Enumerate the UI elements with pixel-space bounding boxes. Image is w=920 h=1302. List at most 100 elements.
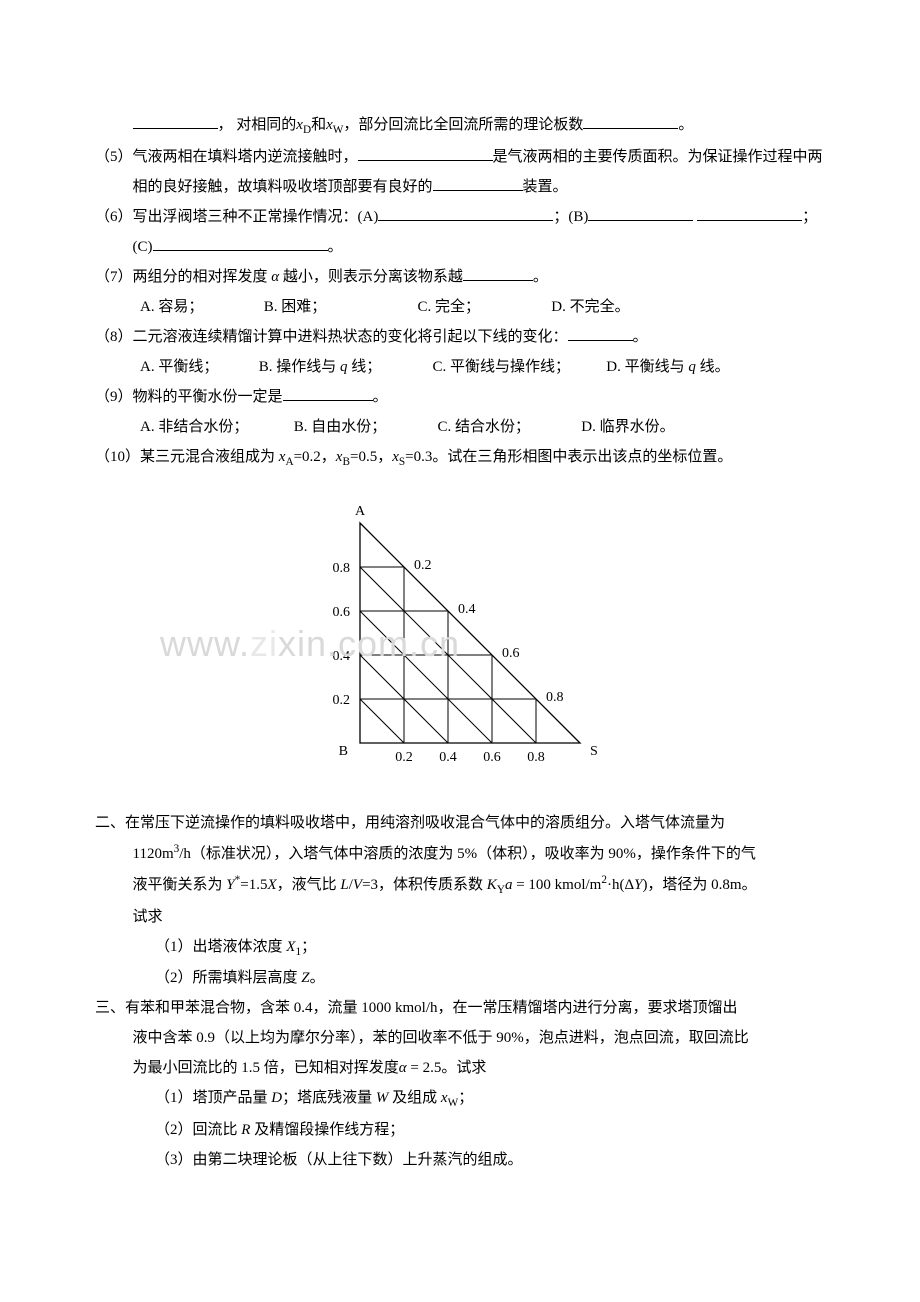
text: 。 [678, 117, 693, 133]
opt-d: D. 平衡线与 q 线。 [606, 352, 729, 382]
question-6: （6）写出浮阀塔三种不正常操作情况：(A)；(B) ；(C)。 [95, 202, 825, 262]
svg-text:0.4: 0.4 [439, 750, 457, 765]
q-num: （8） [95, 329, 133, 345]
section-3-line2: 液中含苯 0.9（以上均为摩尔分率），苯的回收率不低于 90%，泡点进料，泡点回… [95, 1023, 825, 1053]
var-q: q [688, 359, 696, 375]
var-ky: K [487, 877, 497, 893]
triangle-outline [360, 523, 580, 743]
blank [583, 112, 678, 130]
var-w: W [376, 1090, 389, 1106]
text: = 100 kmol/m [512, 877, 601, 893]
opt-d: D. 不完全。 [551, 292, 629, 322]
text: 。 [328, 239, 343, 255]
svg-text:0.2: 0.2 [414, 558, 432, 573]
opt-a: A. 容易； [140, 292, 260, 322]
text: 线。 [696, 359, 730, 375]
svg-text:0.4: 0.4 [333, 649, 351, 664]
alpha: α [271, 269, 279, 285]
text: =0.5， [350, 449, 392, 465]
opt-b: B. 操作线与 q 线； [259, 352, 429, 382]
sub: W [448, 1097, 459, 1109]
text: =0.2， [294, 449, 336, 465]
text: 1120m [133, 846, 174, 862]
var-v: V [353, 877, 362, 893]
text: 装置。 [523, 179, 568, 195]
question-10: （10）某三元混合液组成为 xA=0.2，xB=0.5，xS=0.3。试在三角形… [95, 442, 825, 474]
blank [568, 323, 633, 341]
svg-text:0.8: 0.8 [546, 690, 564, 705]
text: 有苯和甲苯混合物，含苯 0.4，流量 1000 kmol/h，在一常压精馏塔内进… [125, 1000, 738, 1016]
text: 为最小回流比的 1.5 倍，已知相对挥发度 [133, 1060, 399, 1076]
question-7-options: A. 容易； B. 困难； C. 完全； D. 不完全。 [95, 292, 825, 322]
opt-c: C. 平衡线与操作线； [433, 352, 603, 382]
text: 物料的平衡水份一定是 [133, 389, 283, 405]
text: 线； [348, 359, 382, 375]
opt-a: A. 平衡线； [140, 352, 255, 382]
svg-text:0.6: 0.6 [333, 605, 351, 620]
section-2-sub1: （1）出塔液体浓度 X1； [95, 932, 825, 964]
blank [463, 263, 533, 281]
label-s: S [590, 744, 598, 759]
text: 及精馏段操作线方程； [250, 1122, 404, 1138]
text: 在常压下逆流操作的填料吸收塔中，用纯溶剂吸收混合气体中的溶质组分。入塔气体流量为 [125, 815, 725, 831]
question-8-options: A. 平衡线； B. 操作线与 q 线； C. 平衡线与操作线； D. 平衡线与… [95, 352, 825, 382]
svg-text:0.6: 0.6 [483, 750, 501, 765]
text: ；(B) [553, 209, 588, 225]
text: 塔顶产品量 [193, 1090, 272, 1106]
triangle-svg: A B S 0.80.60.40.2 0.20.40.60.8 0.20.40.… [290, 493, 630, 783]
question-7: （7）两组分的相对挥发度 α 越小，则表示分离该物系越。 [95, 262, 825, 292]
svg-text:0.4: 0.4 [458, 602, 476, 617]
text: =1.5 [240, 877, 267, 893]
blank [697, 203, 802, 221]
blank [153, 233, 328, 251]
text: ；塔底残液量 [282, 1090, 376, 1106]
text: ； [301, 939, 316, 955]
alpha: α [399, 1060, 407, 1076]
sec-num: 三、 [95, 1000, 125, 1016]
triangle-diagram: www.zixin.com.cn A B S 0.80.60.40.2 0.20… [290, 493, 630, 783]
opt-c: C. 完全； [418, 292, 548, 322]
var-q: q [340, 359, 348, 375]
text: 。 [533, 269, 548, 285]
text: 由第二块理论板（从上往下数）上升蒸汽的组成。 [193, 1152, 523, 1168]
text: B. 操作线与 [259, 359, 340, 375]
section-3-sub3: （3）由第二块理论板（从上往下数）上升蒸汽的组成。 [95, 1145, 825, 1175]
var-y: Y [226, 877, 234, 893]
text: 及组成 [388, 1090, 441, 1106]
text: /h（标准状况），入塔气体中溶质的浓度为 5%（体积），吸收率为 90%，操作条… [179, 846, 756, 862]
sub: A [285, 456, 293, 468]
var-x: X [267, 877, 276, 893]
text: 液平衡关系为 [133, 877, 227, 893]
question-9: （9）物料的平衡水份一定是。 [95, 382, 825, 412]
q-num: （10） [95, 449, 140, 465]
question-5: （5）气液两相在填料塔内逆流接触时，是气液两相的主要传质面积。为保证操作过程中两… [95, 142, 825, 202]
text: 试在三角形相图中表示出该点的坐标位置。 [447, 449, 732, 465]
section-2: 二、在常压下逆流操作的填料吸收塔中，用纯溶剂吸收混合气体中的溶质组分。入塔气体流… [95, 808, 825, 838]
blank [378, 203, 553, 221]
section-3-sub2: （2）回流比 R 及精馏段操作线方程； [95, 1115, 825, 1145]
q-num: （7） [95, 269, 133, 285]
sub: D [303, 124, 311, 136]
text: 和 [311, 117, 326, 133]
svg-text:0.8: 0.8 [527, 750, 545, 765]
text: 液中含苯 0.9（以上均为摩尔分率），苯的回收率不低于 90%，泡点进料，泡点回… [133, 1030, 749, 1046]
q-num: （6） [95, 209, 133, 225]
blank [433, 173, 523, 191]
text: ，部分回流比全回流所需的理论板数 [343, 117, 583, 133]
var-d: D [271, 1090, 282, 1106]
blank [133, 112, 218, 130]
text: 越小，则表示分离该物系越 [279, 269, 463, 285]
opt-b: B. 困难； [264, 292, 414, 322]
section-2-line4: 试求 [95, 902, 825, 932]
var-xs: x [392, 449, 399, 465]
text: 。 [633, 329, 648, 345]
text: ·h(Δ [607, 877, 634, 893]
question-8: （8）二元溶液连续精馏计算中进料热状态的变化将引起以下线的变化：。 [95, 322, 825, 352]
text: ； [458, 1090, 473, 1106]
question-9-options: A. 非结合水份； B. 自由水份； C. 结合水份； D. 临界水份。 [95, 412, 825, 442]
text: = 2.5。试求 [407, 1060, 487, 1076]
var-xd: x [296, 117, 303, 133]
sub: W [333, 124, 344, 136]
text: 试求 [133, 909, 163, 925]
opt-b: B. 自由水份； [294, 412, 434, 442]
